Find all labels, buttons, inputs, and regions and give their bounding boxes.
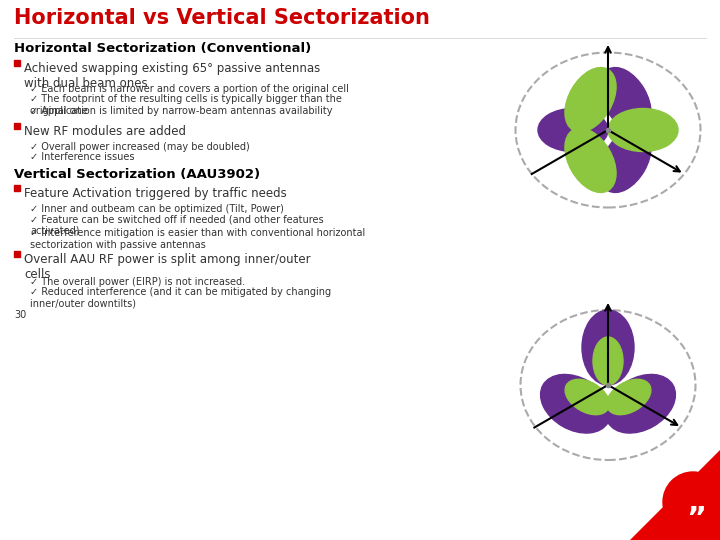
Text: Feature Activation triggered by traffic needs: Feature Activation triggered by traffic … <box>24 187 287 200</box>
Text: ✓ Inner and outbeam can be optimized (Tilt, Power): ✓ Inner and outbeam can be optimized (Ti… <box>30 204 284 214</box>
Text: ✓ Application is limited by narrow-beam antennas availability: ✓ Application is limited by narrow-beam … <box>30 106 333 116</box>
Bar <box>14 123 20 129</box>
Ellipse shape <box>606 374 675 433</box>
Ellipse shape <box>582 310 634 385</box>
Ellipse shape <box>541 374 611 433</box>
Ellipse shape <box>565 379 609 415</box>
Bar <box>14 185 20 191</box>
Ellipse shape <box>600 68 651 132</box>
Text: Achieved swapping existing 65° passive antennas
with dual beam ones: Achieved swapping existing 65° passive a… <box>24 62 320 90</box>
Text: ✓ Interference mitigation is easier than with conventional horizontal
sectorizat: ✓ Interference mitigation is easier than… <box>30 228 365 249</box>
Text: ✓ Overall power increased (may be doubled): ✓ Overall power increased (may be double… <box>30 142 250 152</box>
Ellipse shape <box>608 109 678 152</box>
Text: Vertical Sectorization (AAU3902): Vertical Sectorization (AAU3902) <box>14 168 260 181</box>
Bar <box>14 251 20 257</box>
Text: New RF modules are added: New RF modules are added <box>24 125 186 138</box>
Text: ✓ Feature can be switched off if needed (and other features
activated): ✓ Feature can be switched off if needed … <box>30 214 323 235</box>
Text: ✓ Interference issues: ✓ Interference issues <box>30 152 135 162</box>
Circle shape <box>663 472 720 532</box>
Ellipse shape <box>565 68 616 132</box>
Text: ✓ Each beam is narrower and covers a portion of the original cell: ✓ Each beam is narrower and covers a por… <box>30 84 349 94</box>
Ellipse shape <box>565 128 616 192</box>
Text: ✓ The footprint of the resulting cells is typically bigger than the
original one: ✓ The footprint of the resulting cells i… <box>30 94 342 116</box>
Text: Overall AAU RF power is split among inner/outer
cells: Overall AAU RF power is split among inne… <box>24 253 310 281</box>
Bar <box>14 60 20 66</box>
Text: ✓ Reduced interference (and it can be mitigated by changing
inner/outer downtilt: ✓ Reduced interference (and it can be mi… <box>30 287 331 308</box>
Text: Horizontal vs Vertical Sectorization: Horizontal vs Vertical Sectorization <box>14 8 430 28</box>
Ellipse shape <box>593 337 623 385</box>
Ellipse shape <box>600 128 651 192</box>
Text: ✓ The overall power (EIRP) is not increased.: ✓ The overall power (EIRP) is not increa… <box>30 277 245 287</box>
Text: Horizontal Sectorization (Conventional): Horizontal Sectorization (Conventional) <box>14 42 311 55</box>
Text: “: “ <box>681 484 701 514</box>
Polygon shape <box>630 450 720 540</box>
Text: 30: 30 <box>14 310 26 320</box>
Ellipse shape <box>538 109 608 152</box>
Ellipse shape <box>607 379 651 415</box>
